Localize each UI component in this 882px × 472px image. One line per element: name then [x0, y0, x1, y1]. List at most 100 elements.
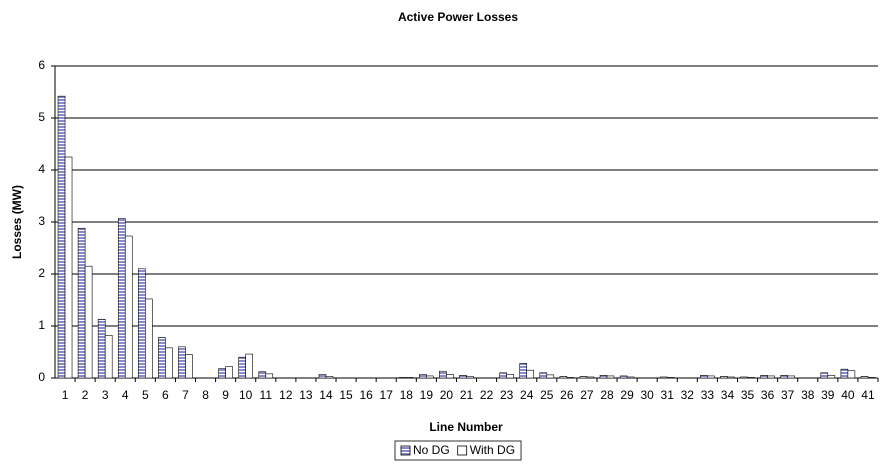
bar	[97, 318, 106, 379]
x-tick-label: 15	[339, 388, 353, 402]
x-tick-label: 13	[299, 388, 313, 402]
bar	[405, 377, 414, 379]
y-tick-label: 2	[38, 266, 45, 280]
bar	[104, 335, 113, 379]
bar	[325, 376, 334, 379]
bar	[566, 377, 575, 379]
x-tick-label: 18	[400, 388, 414, 402]
bar	[499, 372, 507, 379]
legend-label: No DG	[413, 443, 450, 457]
bar	[606, 375, 615, 379]
bar	[526, 369, 535, 379]
x-tick-label: 4	[122, 388, 129, 402]
bar	[740, 376, 748, 379]
bar	[439, 370, 447, 379]
bar	[539, 372, 548, 379]
bar	[145, 298, 153, 379]
bar	[138, 268, 146, 379]
bar	[64, 156, 73, 379]
bar	[860, 376, 869, 379]
x-tick-label: 9	[222, 388, 229, 402]
bar	[666, 377, 675, 379]
x-tick-label: 7	[182, 388, 189, 402]
x-tick-label: 39	[821, 388, 835, 402]
y-tick-label: 5	[38, 110, 45, 124]
bar	[238, 356, 246, 379]
x-tick-label: 35	[741, 388, 755, 402]
y-tick-label: 6	[38, 58, 45, 72]
x-tick-label: 2	[82, 388, 89, 402]
bar	[265, 373, 274, 379]
legend-swatch	[457, 445, 468, 456]
y-tick-label: 0	[38, 370, 45, 384]
x-tick-label: 33	[701, 388, 715, 402]
bar	[117, 218, 126, 379]
bar	[559, 376, 568, 379]
bar	[426, 375, 434, 379]
bar	[867, 377, 876, 379]
x-tick-label: 28	[600, 388, 614, 402]
x-tick-label: 5	[142, 388, 149, 402]
bar	[579, 376, 588, 379]
x-tick-label: 41	[861, 388, 875, 402]
x-axis-label: Line Number	[429, 420, 503, 434]
bar	[767, 375, 775, 379]
bar	[707, 375, 715, 379]
bar	[847, 370, 856, 379]
bar	[218, 368, 226, 379]
legend-swatch	[400, 445, 411, 456]
x-tick-label: 40	[841, 388, 855, 402]
bar	[84, 265, 93, 379]
bar	[586, 376, 595, 379]
x-tick-label: 32	[681, 388, 695, 402]
bar	[720, 376, 728, 379]
x-tick-label: 38	[801, 388, 815, 402]
x-tick-label: 29	[620, 388, 634, 402]
x-tick-label: 6	[162, 388, 169, 402]
bar	[727, 376, 735, 379]
x-tick-label: 17	[380, 388, 394, 402]
y-axis-label: Losses (MW)	[10, 185, 24, 259]
y-tick-label: 4	[38, 162, 45, 176]
bar	[506, 374, 514, 379]
bar	[659, 376, 668, 379]
x-tick-label: 10	[239, 388, 253, 402]
x-tick-label: 30	[640, 388, 654, 402]
x-tick-label: 20	[440, 388, 454, 402]
bar	[787, 375, 795, 379]
x-tick-label: 3	[102, 388, 109, 402]
bar	[626, 376, 635, 379]
bar	[165, 347, 173, 379]
x-tick-label: 25	[540, 388, 554, 402]
bar	[318, 374, 327, 379]
bar	[459, 375, 467, 379]
bar	[185, 354, 193, 379]
bar	[820, 372, 829, 379]
y-tick-label: 3	[38, 214, 45, 228]
bar	[747, 377, 755, 379]
y-tick-label: 1	[38, 318, 45, 332]
x-tick-label: 19	[420, 388, 434, 402]
bar	[398, 377, 407, 379]
chart-title: Active Power Losses	[398, 10, 518, 24]
bar	[124, 235, 133, 379]
bar	[840, 368, 849, 379]
x-tick-label: 22	[480, 388, 494, 402]
bar	[519, 363, 528, 379]
bar	[419, 374, 427, 379]
bar	[158, 337, 166, 379]
bar	[57, 95, 66, 379]
x-tick-label: 27	[580, 388, 594, 402]
x-tick-label: 37	[781, 388, 795, 402]
x-tick-label: 12	[279, 388, 293, 402]
bar	[599, 375, 608, 379]
bar	[178, 346, 186, 379]
x-tick-label: 21	[460, 388, 474, 402]
x-tick-label: 23	[500, 388, 514, 402]
bar	[780, 375, 788, 379]
x-tick-label: 36	[761, 388, 775, 402]
bar	[446, 374, 454, 379]
legend: No DG With DG	[394, 440, 522, 461]
bar	[760, 375, 768, 379]
